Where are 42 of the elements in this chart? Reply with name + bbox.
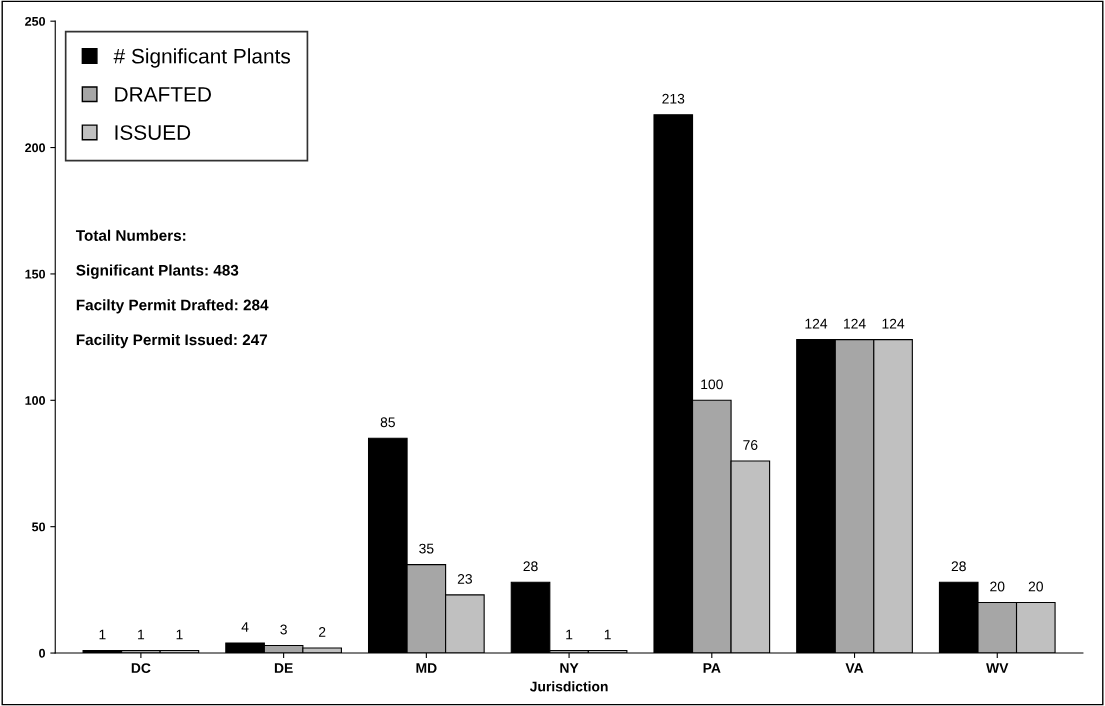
- data-label: 1: [138, 629, 145, 640]
- data-label: 1: [604, 629, 611, 640]
- legend-label: # Significant Plants: [113, 48, 291, 68]
- data-label: 28: [951, 561, 966, 572]
- x-tick-label: DC: [131, 663, 151, 673]
- x-tick-label: DE: [274, 663, 293, 673]
- data-label: 100: [701, 379, 723, 390]
- data-label: 35: [419, 543, 434, 554]
- annotation: Significant Plants: 483: [76, 264, 239, 279]
- y-tick-label: 50: [32, 522, 46, 532]
- data-label: 124: [844, 318, 866, 329]
- legend-label: DRAFTED: [115, 87, 211, 102]
- data-label: 124: [805, 318, 828, 329]
- legend-label: ISSUED: [115, 125, 191, 140]
- annotation: Facilty Permit Drafted: 284: [76, 299, 269, 314]
- x-tick-label: PA: [703, 663, 721, 673]
- x-axis-title: Jurisdiction: [529, 681, 608, 692]
- data-label: 4: [241, 622, 249, 632]
- y-tick-label: 200: [25, 143, 46, 153]
- y-tick-label: 100: [25, 396, 46, 405]
- data-label: 213: [662, 93, 685, 104]
- data-label: 124: [882, 318, 905, 329]
- data-label: 1: [176, 629, 183, 640]
- x-tick-label: MD: [416, 663, 437, 673]
- x-tick-label: NY: [560, 663, 579, 673]
- data-label: 28: [523, 561, 538, 572]
- y-tick-label: 250: [25, 16, 46, 26]
- data-label: 23: [457, 574, 472, 584]
- annotation: Facility Permit Issued: 247: [76, 333, 268, 349]
- data-label: 1: [99, 629, 106, 640]
- y-tick-label: 0: [39, 648, 46, 658]
- data-label: 1: [566, 629, 573, 640]
- data-label: 2: [318, 627, 326, 637]
- data-label: 20: [990, 581, 1005, 592]
- data-label: 76: [743, 440, 758, 450]
- annotation: Total Numbers:: [75, 229, 186, 241]
- y-tick-label: 150: [25, 269, 46, 279]
- data-label: 3: [280, 624, 287, 635]
- data-label: 20: [1028, 581, 1043, 592]
- x-tick-label: VA: [845, 663, 864, 673]
- x-tick-label: WV: [986, 663, 1009, 673]
- data-label: 85: [380, 417, 395, 428]
